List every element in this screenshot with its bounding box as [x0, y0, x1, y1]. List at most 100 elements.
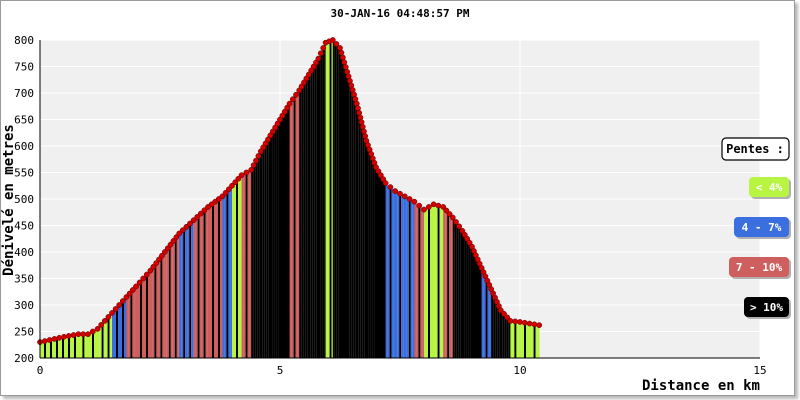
slope-bar: [172, 240, 175, 358]
slope-bar: [433, 204, 436, 358]
slope-bar: [395, 191, 398, 358]
x-tick-labels: 0 5 10 15: [37, 364, 767, 377]
slope-bar: [262, 146, 265, 358]
slope-bar: [82, 334, 85, 358]
slope-bar: [506, 318, 509, 358]
slope-bar: [487, 283, 490, 358]
slope-bar: [358, 115, 361, 358]
slope-bar: [382, 178, 384, 358]
slope-bar: [112, 311, 114, 358]
slope-bar: [374, 165, 377, 358]
profile-point: [361, 128, 367, 135]
profile-point: [425, 204, 432, 210]
slope-bar: [195, 217, 198, 358]
slope-bar: [282, 114, 284, 358]
slope-bar: [485, 278, 488, 358]
slope-bar: [189, 223, 192, 358]
profile-point: [225, 186, 232, 193]
profile-point: [362, 133, 369, 139]
profile-point: [289, 96, 296, 103]
slope-bar: [426, 207, 428, 358]
slope-bar: [499, 308, 502, 358]
profile-point: [392, 188, 399, 194]
slope-bar: [58, 337, 60, 358]
slope-bar: [312, 66, 315, 359]
profile-point: [136, 279, 143, 286]
profile-point: [333, 41, 340, 47]
slope-bar: [289, 102, 292, 358]
profile-point: [358, 119, 365, 126]
slope-bar: [320, 51, 323, 359]
slope-bar: [403, 196, 406, 358]
y-tick-label: 550: [14, 167, 34, 180]
slope-bar: [96, 329, 98, 358]
slope-bar: [220, 197, 222, 358]
slope-bar: [74, 334, 76, 358]
slope-bar: [493, 295, 496, 358]
slope-bar: [338, 47, 341, 358]
slope-bar: [420, 207, 423, 358]
slope-bar: [307, 75, 310, 358]
profile-point: [238, 172, 245, 178]
slope-bar: [334, 43, 337, 359]
profile-point: [201, 207, 208, 214]
profile-point: [453, 219, 459, 225]
slope-bar: [406, 198, 409, 358]
slope-bar: [230, 186, 233, 358]
profile-point: [159, 252, 165, 259]
y-tick-label: 450: [14, 220, 34, 233]
profile-point: [430, 201, 437, 208]
slope-bar: [60, 337, 62, 358]
slope-bar: [136, 285, 138, 358]
slope-bar: [259, 152, 262, 358]
slope-bar: [78, 334, 81, 358]
slope-bar: [391, 188, 394, 358]
slope-bar: [308, 72, 311, 358]
slope-bar: [456, 224, 459, 358]
slope-bar: [274, 127, 277, 359]
slope-bar: [526, 323, 528, 358]
slope-bar: [489, 287, 492, 358]
slope-bar: [40, 341, 42, 358]
slope-bar: [452, 218, 455, 358]
slope-bar: [349, 81, 352, 359]
slope-bar: [203, 210, 206, 358]
profile-point: [253, 157, 259, 164]
slope-bar: [224, 193, 227, 358]
slope-bar: [197, 215, 200, 358]
x-tick-label: 0: [37, 364, 44, 377]
slope-bar: [212, 203, 214, 358]
slope-bar: [297, 91, 300, 359]
profile-point: [286, 100, 293, 107]
slope-bar: [329, 40, 332, 359]
slope-bar: [454, 221, 457, 358]
profile-point: [250, 162, 257, 169]
slope-bar: [48, 340, 50, 358]
slope-bar: [166, 248, 169, 358]
slope-bar: [385, 183, 388, 358]
slope-bar: [478, 262, 480, 358]
slope-bar: [264, 143, 267, 358]
slope-bar: [432, 204, 434, 358]
slope-bar: [148, 272, 150, 358]
slope-bar: [114, 309, 116, 358]
legend-swatch: [729, 257, 789, 277]
profile-point: [229, 182, 235, 189]
profile-point: [504, 314, 511, 321]
slope-bar: [205, 208, 208, 358]
slope-bar: [318, 56, 321, 359]
slope-bar: [445, 210, 448, 358]
slope-bar: [286, 107, 288, 358]
profile-point: [255, 153, 262, 159]
slope-bar: [387, 185, 390, 358]
slope-bar: [62, 337, 64, 358]
slope-bar: [435, 205, 438, 358]
profile-point: [411, 198, 418, 205]
y-tick-label: 750: [14, 61, 34, 74]
profile-point: [293, 91, 299, 98]
slope-bar: [238, 178, 240, 358]
y-tick-label: 400: [14, 246, 34, 259]
slope-bar: [150, 269, 153, 358]
legend-title-box: [721, 137, 790, 161]
